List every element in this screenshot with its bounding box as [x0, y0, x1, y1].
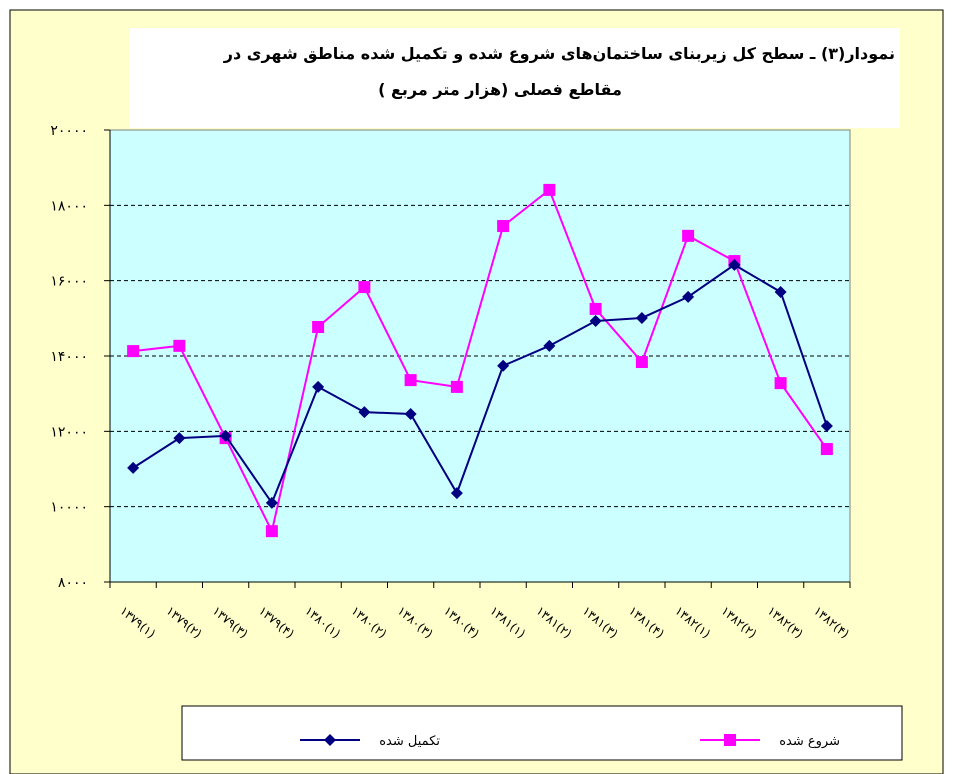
series-line: [133, 188, 828, 535]
point: [219, 429, 232, 442]
point: [404, 408, 417, 421]
legend-marker: [724, 734, 736, 746]
point: [127, 461, 140, 474]
point: [543, 339, 556, 352]
plot-area: [109, 129, 851, 583]
point: [265, 496, 278, 509]
point: [589, 302, 602, 315]
point: [682, 290, 695, 303]
point: [312, 320, 325, 333]
chart-title: نمودار(۳) ـ سطح کل زیربنای ساختمان‌های ش…: [223, 44, 895, 63]
point: [358, 406, 371, 419]
legend-label: تکمیل شده: [379, 734, 440, 749]
chart-title: مقاطع فصلی (هزار متر مربع ): [378, 80, 622, 99]
point: [312, 380, 325, 393]
point: [589, 314, 602, 327]
point: [173, 339, 186, 352]
point: [682, 229, 695, 242]
point: [497, 220, 510, 233]
legend-label: شروع شده: [779, 734, 840, 749]
point: [173, 432, 186, 445]
point: [635, 356, 648, 369]
point: [404, 374, 417, 387]
y-tick-label: ۱۲۰۰۰: [50, 424, 88, 440]
y-tick-label: ۱۰۰۰۰: [50, 500, 88, 516]
title-box: [130, 28, 900, 128]
legend: [181, 705, 903, 761]
point: [450, 487, 463, 500]
point: [127, 345, 140, 358]
legend-marker: [324, 734, 336, 746]
point: [450, 380, 463, 393]
point: [774, 377, 787, 390]
point: [635, 311, 648, 324]
point: [820, 420, 833, 433]
point: [774, 285, 787, 298]
point: [820, 443, 833, 456]
y-tick-label: ۱۸۰۰۰: [50, 198, 88, 214]
y-tick-label: ۱۴۰۰۰: [50, 349, 88, 365]
y-tick-label: ۸۰۰۰: [58, 575, 88, 591]
point: [543, 183, 556, 196]
y-tick-label: ۱۶۰۰۰: [50, 274, 88, 290]
point: [358, 281, 371, 294]
point: [497, 359, 510, 372]
point: [265, 525, 278, 538]
series-line: [132, 263, 828, 506]
point: [728, 258, 741, 271]
y-tick-label: ۲۰۰۰۰: [50, 123, 88, 139]
